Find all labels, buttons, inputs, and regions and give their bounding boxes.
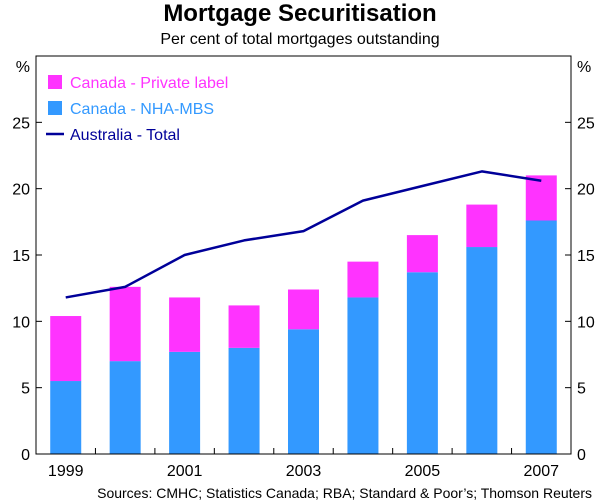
y-tick-label-left: 25	[12, 115, 30, 132]
x-tick-label: 2005	[405, 463, 441, 480]
y-tick-label-left: 15	[12, 248, 30, 265]
legend-swatch	[48, 101, 62, 115]
bar-nha-mbs	[347, 297, 379, 454]
legend-label: Canada - Private label	[70, 75, 228, 92]
legend-label: Australia - Total	[70, 127, 180, 144]
bar-private-label	[525, 175, 557, 221]
y-tick-label-left: 0	[21, 447, 30, 464]
bar-nha-mbs	[288, 329, 319, 454]
bar-private-label	[169, 297, 201, 352]
bar-private-label	[288, 289, 319, 330]
bar-nha-mbs	[109, 361, 141, 454]
bar-nha-mbs	[466, 247, 498, 454]
y-tick-label-right: 10	[577, 314, 595, 331]
y-tick-label-right: 5	[577, 381, 586, 398]
bar-private-label	[406, 235, 438, 273]
y-unit-left: %	[16, 59, 30, 76]
y-tick-label-left: 10	[12, 314, 30, 331]
x-tick-label: 2001	[167, 463, 203, 480]
bar-private-label	[228, 305, 260, 348]
y-unit-right: %	[577, 59, 591, 76]
legend-swatch	[48, 75, 62, 89]
bar-nha-mbs	[228, 347, 260, 454]
x-tick-label: 2007	[523, 463, 559, 480]
y-tick-label-right: 15	[577, 248, 595, 265]
plot-frame	[35, 55, 572, 455]
y-tick-label-right: 0	[577, 447, 586, 464]
y-tick-label-right: 25	[577, 115, 595, 132]
bar-private-label	[109, 286, 141, 362]
bar-nha-mbs	[406, 272, 438, 454]
chart-subtitle: Per cent of total mortgages outstanding	[160, 31, 440, 48]
x-tick-label: 1999	[48, 463, 84, 480]
legend-label: Canada - NHA-MBS	[70, 101, 214, 118]
bar-private-label	[466, 204, 498, 248]
legend: Canada - Private label Canada - NHA-MBS Au…	[46, 75, 228, 144]
x-axis-labels: 1999 2001 2003 2005 2007	[48, 463, 559, 480]
chart-title: Mortgage Securitisation	[163, 0, 437, 27]
y-axis-labels: 0 0 5 5 10 10 15 15 20 20 25 25%%	[12, 59, 595, 464]
y-tick-label-right: 20	[577, 182, 595, 199]
bar-nha-mbs	[525, 220, 557, 454]
bar-nha-mbs	[50, 381, 82, 454]
bar-nha-mbs	[169, 351, 201, 454]
bar-private-label	[347, 261, 379, 298]
y-tick-label-left: 20	[12, 182, 30, 199]
x-tick-label: 2003	[286, 463, 322, 480]
bars	[50, 175, 557, 454]
source-note: Sources: CMHC; Statistics Canada; RBA; S…	[97, 485, 592, 501]
australia-line	[65, 170, 542, 299]
bar-private-label	[50, 316, 82, 382]
y-tick-label-left: 5	[21, 381, 30, 398]
